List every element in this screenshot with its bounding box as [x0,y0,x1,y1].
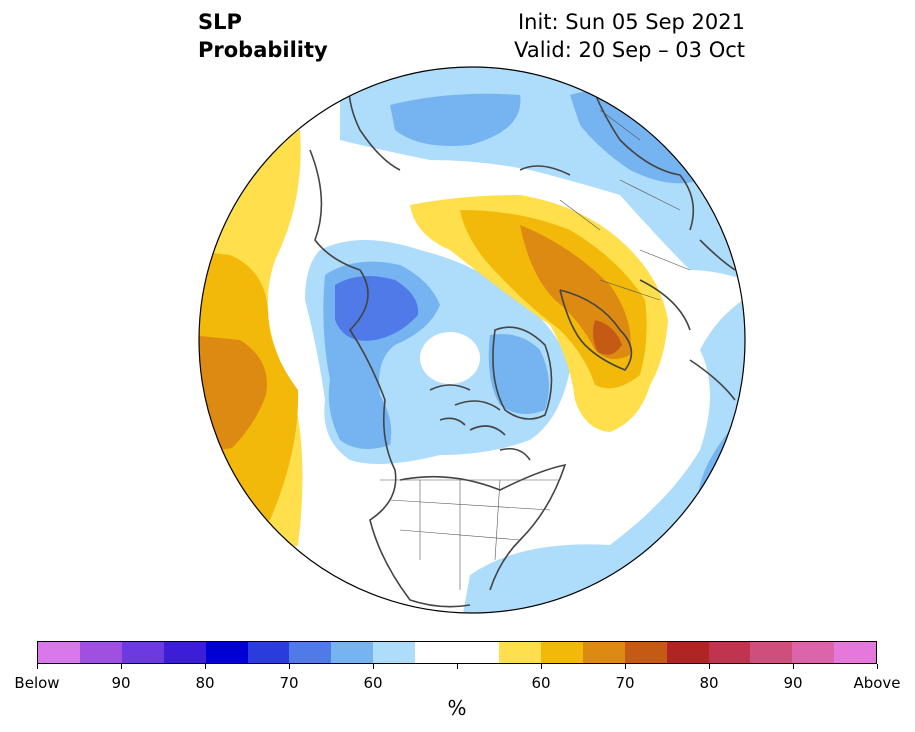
colorbar-tick-label: 60 [531,674,551,692]
colorbar-segment [582,642,625,663]
asia-coast [347,69,736,271]
colorbar-segment [289,642,332,663]
colorbar-segment [624,642,667,663]
colorbar [37,641,877,664]
europe-coast [559,279,736,401]
above-70-eurasia [593,320,622,355]
colorbar-tick [792,664,794,669]
colorbar-segment [457,642,499,663]
colorbar-segment [834,642,877,663]
colorbar-segment [38,642,80,663]
colorbar-segment [498,642,541,663]
colorbar-tick-label: 60 [363,674,383,692]
borders [380,109,691,590]
colorbar-tick [288,664,290,669]
map-boundary [198,66,746,614]
colorbar-tick [456,664,458,669]
colorbar-unit: % [447,696,467,720]
map-title: SLP Probability [198,8,328,64]
colorbar-tick-label: 90 [783,674,803,692]
polar-probability-map [198,66,746,614]
colorbar-segment [373,642,416,663]
colorbar-tick-label: 70 [279,674,299,692]
colorbar-segment [247,642,290,663]
title-line-2: Probability [198,38,328,62]
colorbar-segment [792,642,835,663]
colorbar-segment [708,642,751,663]
colorbar-tick-label: Above [853,674,901,692]
map-dates: Init: Sun 05 Sep 2021 Valid: 20 Sep – 03… [514,8,745,64]
neutral-pole [420,332,480,384]
colorbar-segment [331,642,374,663]
below-65-scandinavia [390,93,521,146]
colorbar-tick [540,664,542,669]
valid-range: Valid: 20 Sep – 03 Oct [514,38,745,62]
country-borders [380,109,691,590]
colorbar-tick-label: 90 [111,674,131,692]
colorbar-segment [415,642,458,663]
below-65-greenland [488,334,549,414]
colorbar-tick [120,664,122,669]
coastlines [309,69,736,608]
colorbar-segment [163,642,206,663]
colorbar-segment [205,642,248,663]
colorbar-tick [204,664,206,669]
colorbar-tick-label: 70 [615,674,635,692]
north-america-coast [309,149,567,608]
colorbar-segment [121,642,164,663]
colorbar-segment [750,642,793,663]
colorbar-tick [624,664,626,669]
greenland-coast [492,326,553,420]
colorbar-segment [540,642,583,663]
colorbar-tick [36,664,38,669]
probability-fields [199,67,745,613]
colorbar-tick-label: 80 [699,674,719,692]
canadian-archipelago [429,384,531,461]
colorbar-tick-label: Below [14,674,60,692]
colorbar-tick [876,664,878,669]
colorbar-segment [79,642,122,663]
colorbar-tick-label: 80 [195,674,215,692]
colorbar-segment [666,642,709,663]
colorbar-tick [372,664,374,669]
title-line-1: SLP [198,10,242,34]
init-date: Init: Sun 05 Sep 2021 [517,10,745,34]
colorbar-tick [708,664,710,669]
